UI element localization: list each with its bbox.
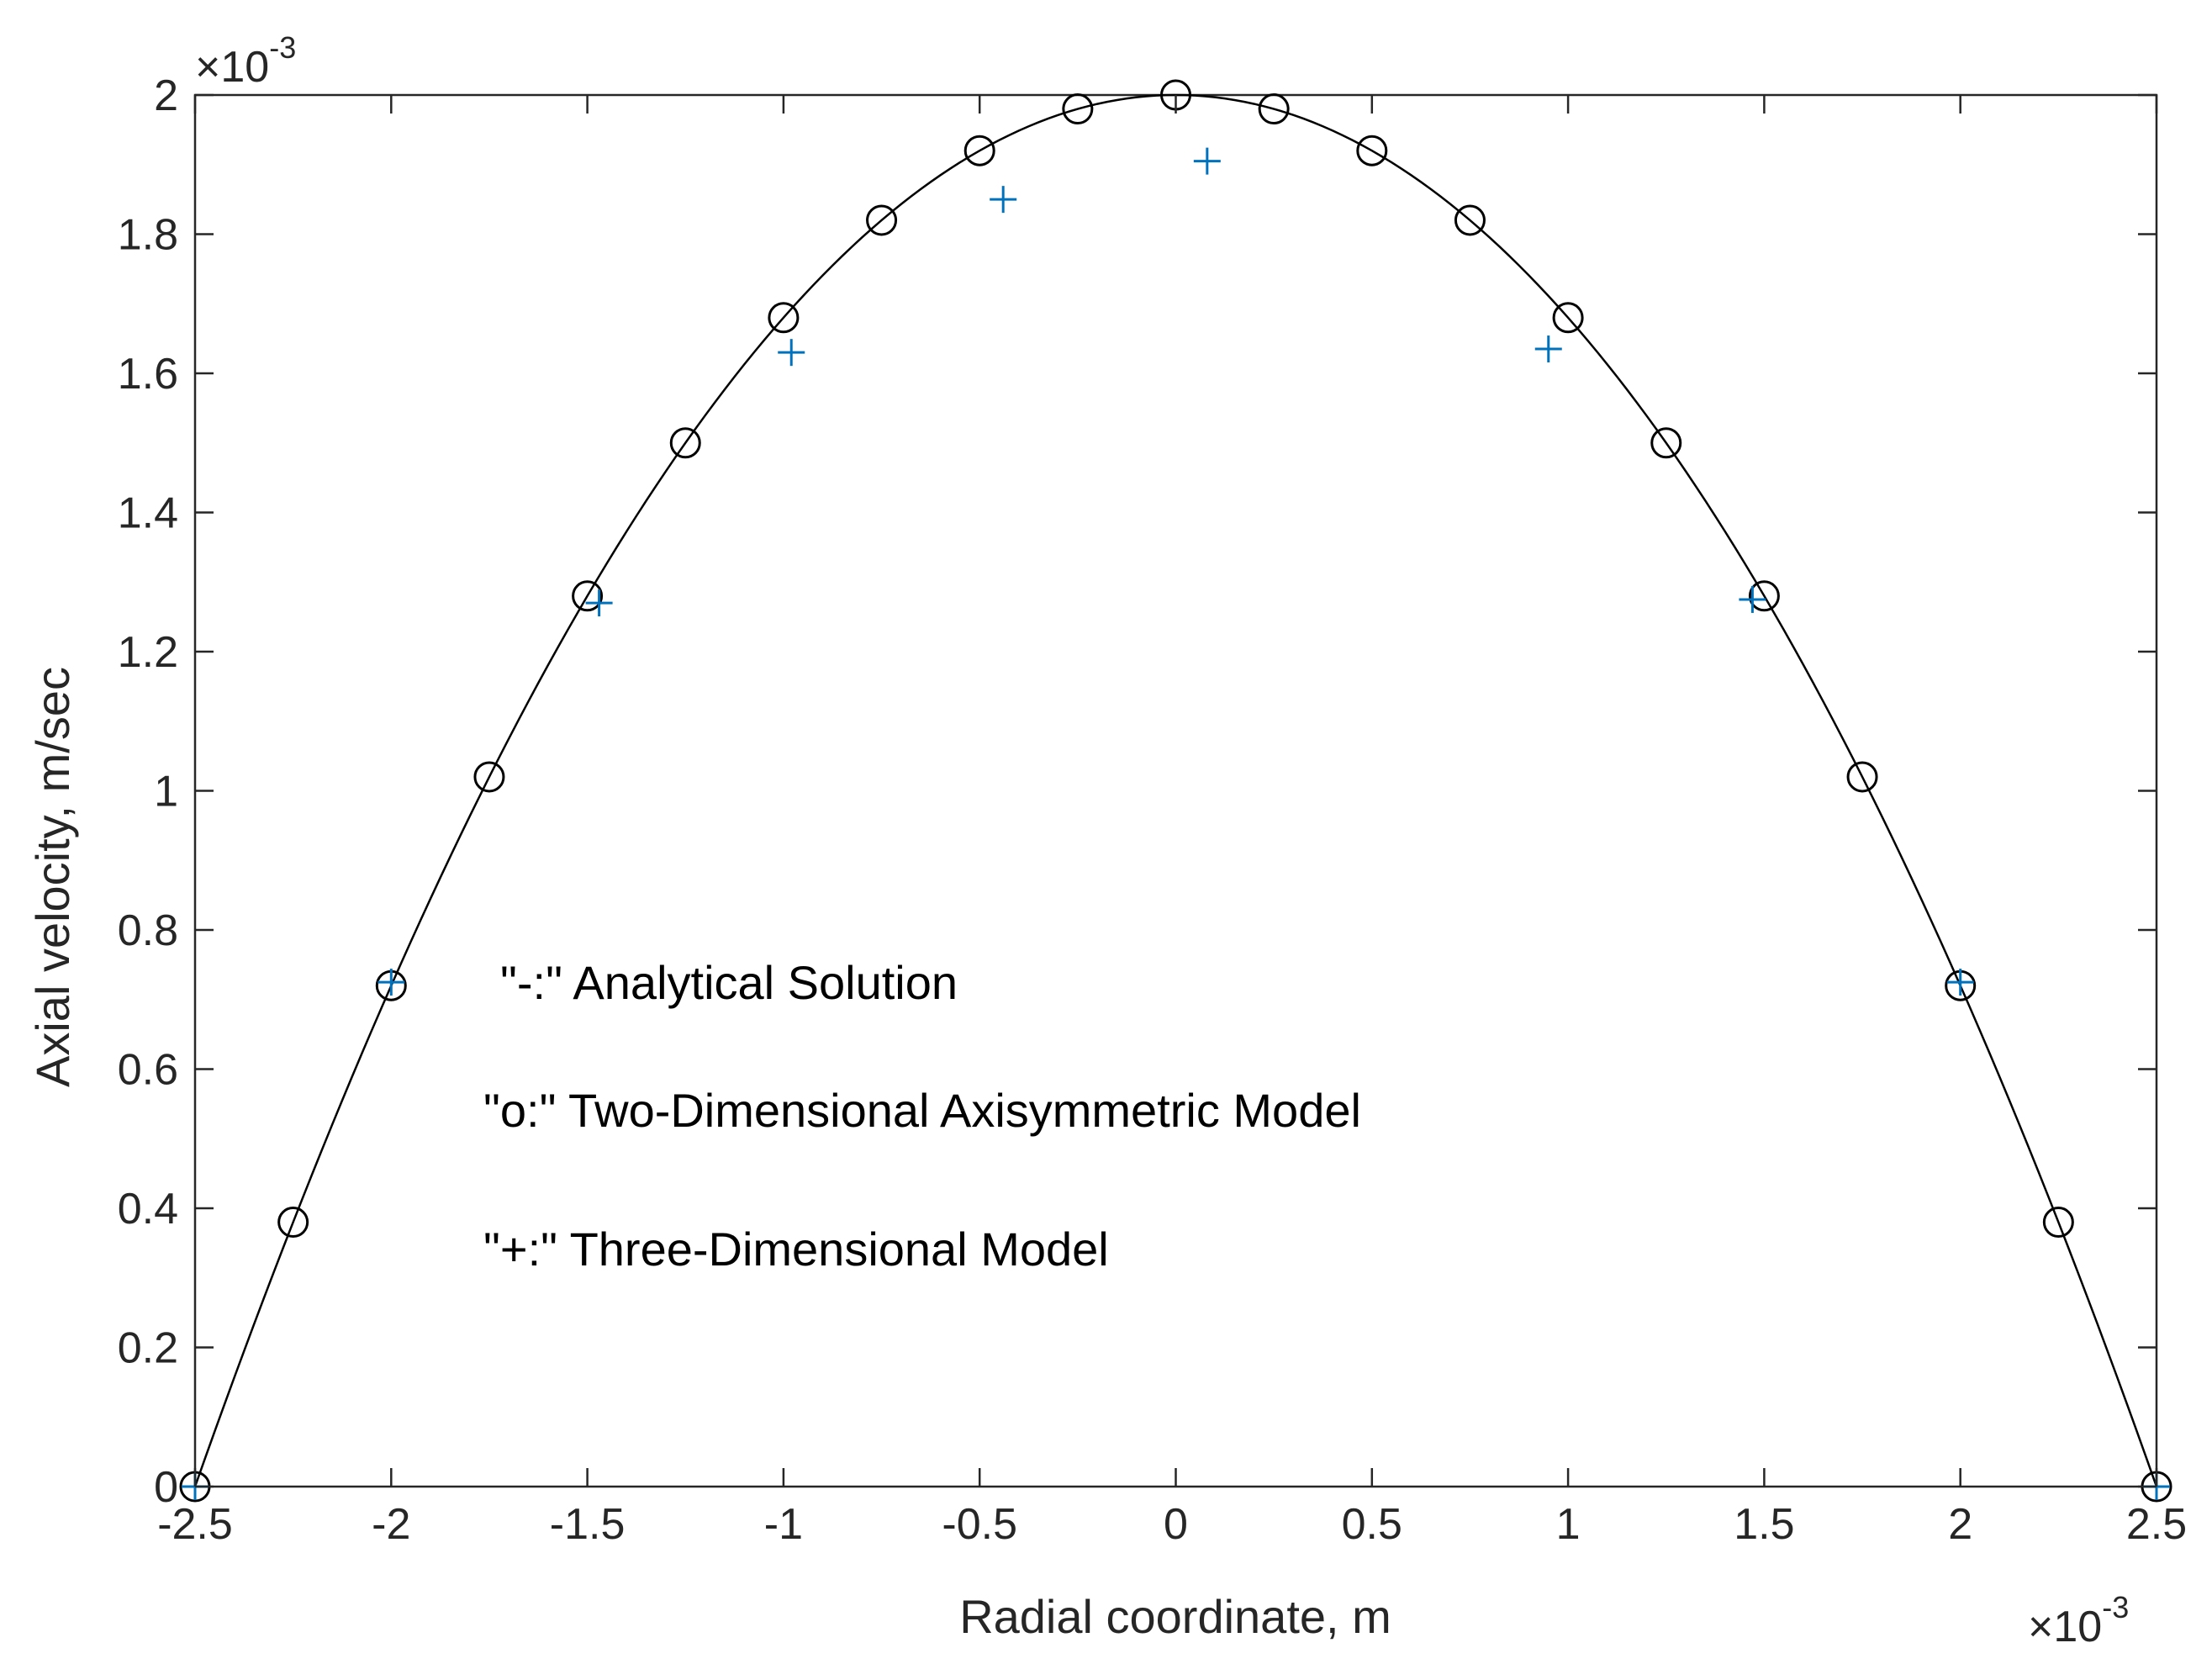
x-tick-label: -0.5	[942, 1500, 1017, 1549]
annotation-analytical: "-:" Analytical Solution	[500, 956, 958, 1009]
annotation-three-dimensional: "+:" Three-Dimensional Model	[483, 1223, 1109, 1276]
plus-marker	[585, 589, 613, 617]
y-axis-label: Axial velocity, m/sec	[26, 667, 79, 1087]
plus-marker	[1534, 335, 1562, 363]
x-tick-label: 2.5	[2126, 1500, 2187, 1549]
annotation-two-dimensional: "o:" Two-Dimensional Axisymmetric Model	[483, 1084, 1361, 1137]
plus-marker	[1946, 969, 1974, 996]
y-tick-label: 1.8	[118, 211, 178, 260]
circle-marker	[572, 580, 604, 612]
plus-marker	[1739, 585, 1766, 613]
circle-marker	[1552, 302, 1584, 334]
y-tick-label: 0	[154, 1463, 178, 1512]
y-tick-label: 0.4	[118, 1185, 178, 1233]
y-tick-label: 0.6	[118, 1046, 178, 1095]
x-axis-multiplier-base: ×10	[2028, 1603, 2102, 1651]
x-tick-label: 0	[1164, 1500, 1188, 1549]
ticks: -2.5 -2 -1.5 -1 -0.5 0 0.5 1 1.5 2 2.5 0 0.2 0.4 0.6 0.…	[118, 71, 2187, 1549]
x-tick-label: -1.5	[550, 1500, 626, 1549]
circle-marker	[1258, 93, 1290, 125]
circle-marker	[2042, 1207, 2074, 1239]
plus-marker	[377, 969, 405, 996]
x-axis-multiplier: ×10-3	[2028, 1590, 2129, 1651]
plus-marker	[990, 186, 1017, 214]
y-tick-label: 1	[154, 768, 178, 816]
y-axis-multiplier: ×10-3	[195, 30, 296, 92]
x-axis-label: Radial coordinate, m	[959, 1590, 1391, 1643]
circle-marker	[1454, 204, 1486, 236]
y-axis-multiplier-exponent: -3	[269, 30, 296, 65]
x-tick-label: 1	[1556, 1500, 1581, 1549]
y-tick-label: 0.2	[118, 1324, 178, 1373]
circle-marker	[866, 204, 898, 236]
circle-marker	[768, 302, 800, 334]
x-tick-label: 0.5	[1342, 1500, 1402, 1549]
circle-marker	[1846, 761, 1878, 793]
y-tick-label: 2	[154, 71, 178, 120]
circle-marker	[1748, 580, 1780, 612]
circle-marker	[473, 761, 505, 793]
x-tick-label: -2.5	[157, 1500, 233, 1549]
y-tick-label: 1.6	[118, 350, 178, 399]
x-tick-label: -1	[764, 1500, 803, 1549]
plus-marker	[1193, 147, 1221, 175]
y-tick-label: 0.8	[118, 906, 178, 955]
circle-marker	[1356, 135, 1388, 166]
y-tick-label: 1.2	[118, 628, 178, 677]
circle-marker	[1062, 93, 1094, 125]
circle-marker	[1650, 427, 1682, 459]
y-tick-label: 1.4	[118, 489, 178, 538]
circle-marker	[963, 135, 995, 166]
circle-marker	[669, 427, 701, 459]
x-tick-label: 1.5	[1734, 1500, 1794, 1549]
plus-marker	[778, 339, 805, 367]
x-axis-multiplier-exponent: -3	[2102, 1590, 2129, 1624]
y-axis-multiplier-base: ×10	[195, 43, 269, 92]
circle-marker	[277, 1207, 309, 1239]
x-tick-label: 2	[1948, 1500, 1972, 1549]
x-tick-label: -2	[372, 1500, 410, 1549]
